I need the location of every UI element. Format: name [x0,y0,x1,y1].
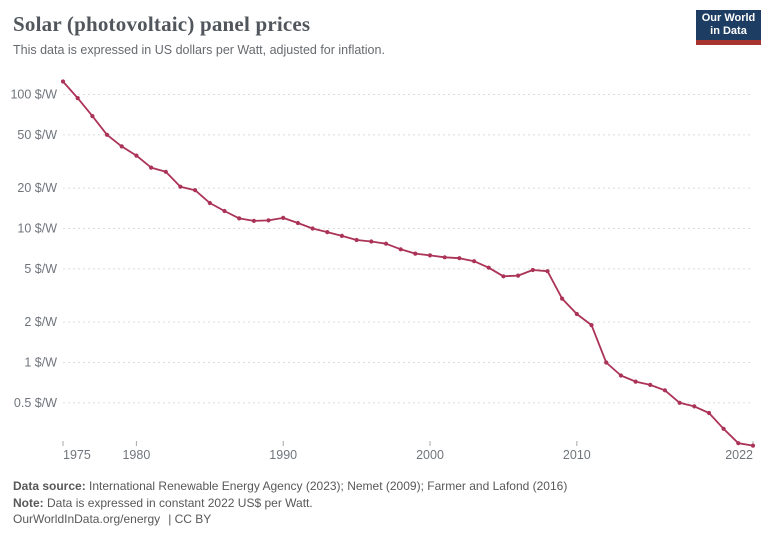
data-point[interactable] [706,410,712,416]
note-label: Note: [13,495,44,510]
data-source-label: Data source: [13,479,86,493]
data-point[interactable] [295,220,300,226]
y-axis-label: 20 $/W [17,181,57,195]
data-point[interactable] [163,169,168,174]
data-point[interactable] [178,184,183,189]
chart-subtitle: This data is expressed in US dollars per… [13,43,385,57]
data-point[interactable] [207,200,212,206]
data-point[interactable] [560,296,565,301]
data-point[interactable] [60,79,66,84]
data-point[interactable] [266,218,271,223]
data-point[interactable] [281,215,286,220]
y-axis-label: 5 $/W [24,262,57,276]
data-point[interactable] [545,269,550,274]
owid-logo[interactable]: Our World in Data [696,10,761,45]
data-point[interactable] [90,114,95,119]
data-point[interactable] [134,153,139,158]
data-point[interactable] [251,218,256,223]
data-point[interactable] [325,230,330,235]
x-axis-label: 2000 [416,448,444,462]
x-axis-label: 2010 [563,448,591,462]
data-point[interactable] [604,360,609,365]
data-point[interactable] [501,274,506,279]
chart-footer: Data source: International Renewable Ene… [13,478,567,528]
page-title: Solar (photovoltaic) panel prices [13,12,311,36]
data-point[interactable] [369,239,374,244]
data-point[interactable] [618,373,624,378]
note-text: Data is expressed in constant 2022 US$ p… [43,495,313,510]
owid-logo-line1: Our World [701,12,756,24]
data-point[interactable] [486,265,491,270]
data-point[interactable] [442,255,447,260]
data-point[interactable] [516,273,521,278]
data-point[interactable] [383,241,389,246]
price-line-chart[interactable]: 100 $/W 50 $/W 20 $/W 10 $/W 5 $/W 2 $/W 1 $/W… [0,0,768,475]
data-point[interactable] [589,323,594,328]
data-point[interactable] [574,311,579,317]
y-axis-label: 2 $/W [24,315,57,329]
data-point[interactable] [354,237,359,243]
y-axis-label: 50 $/W [17,128,57,142]
x-axis-label: 1990 [269,448,297,462]
note-line: Note: Data is expressed in constant 2022… [13,495,567,512]
data-point[interactable] [648,382,653,387]
owid-url-link[interactable]: OurWorldInData.org/energy [13,512,161,526]
y-axis-label: 0.5 $/W [14,396,57,410]
data-point[interactable] [457,256,462,261]
data-point[interactable] [692,404,697,409]
data-point[interactable] [398,247,403,252]
x-axis-label: 1980 [122,448,150,462]
data-point[interactable] [750,443,756,448]
data-point[interactable] [633,379,638,384]
data-point[interactable] [736,441,741,446]
data-point[interactable] [193,188,198,193]
data-point[interactable] [75,96,80,101]
data-point[interactable] [149,165,154,170]
data-point[interactable] [237,216,242,221]
owid-logo-line2: in Data [710,25,747,37]
data-point[interactable] [721,426,726,431]
x-axis-label: 1975 [63,448,91,462]
data-source-line: Data source: International Renewable Ene… [13,478,567,495]
data-point[interactable] [662,388,668,393]
x-axis-label: 2022 [725,448,753,462]
data-point[interactable] [222,208,227,214]
data-point[interactable] [472,259,477,264]
data-point[interactable] [530,267,535,273]
data-point[interactable] [339,233,344,238]
license-badge: | CC BY [168,512,212,526]
data-point[interactable] [119,144,124,149]
data-source-text: International Renewable Energy Agency (2… [85,479,568,493]
price-line[interactable] [62,80,754,447]
data-point[interactable] [413,251,418,256]
y-axis-label: 100 $/W [10,88,57,102]
data-point[interactable] [310,226,315,231]
y-axis-label: 10 $/W [17,222,57,236]
y-axis-label: 1 $/W [24,356,57,370]
citation-line: OurWorldInData.org/energy | CC BY [13,511,567,528]
data-point[interactable] [677,400,682,405]
data-point[interactable] [104,132,110,137]
data-point[interactable] [427,253,433,258]
